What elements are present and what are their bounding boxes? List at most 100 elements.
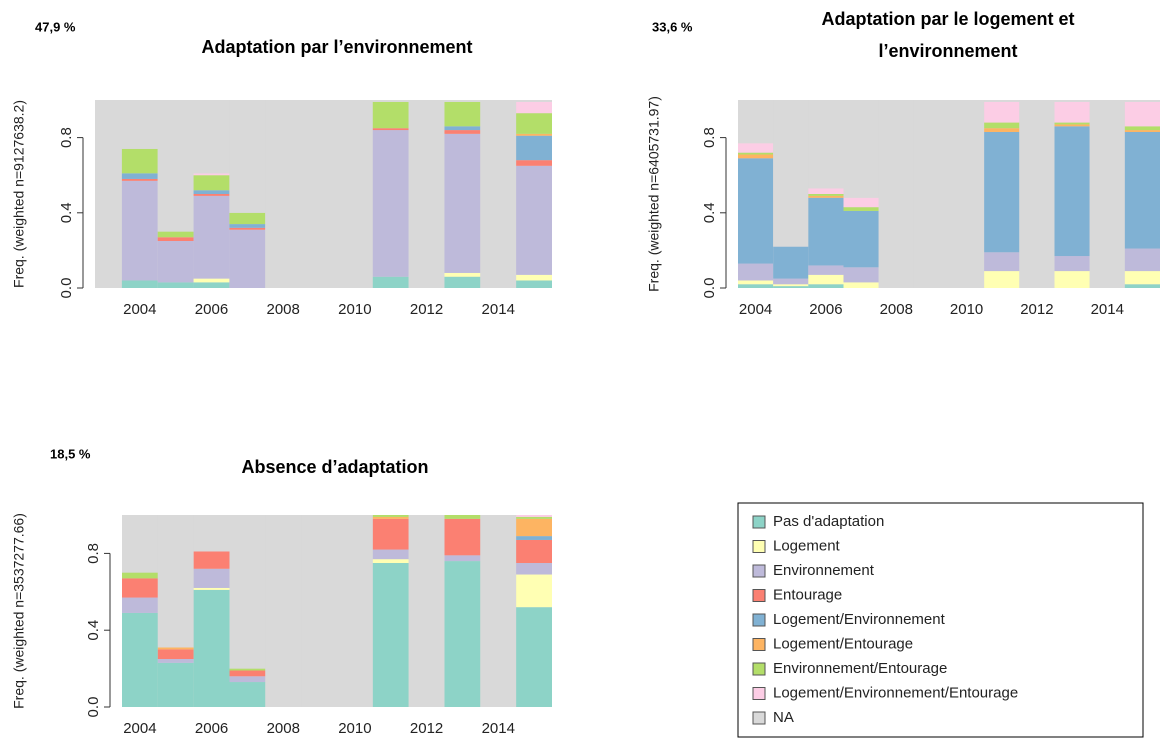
bar-segment xyxy=(193,568,230,588)
bar-segment xyxy=(808,100,844,189)
bar-segment xyxy=(157,649,194,659)
y-axis-label: Freq. (weighted n=3537277.66) xyxy=(11,513,27,709)
bar-segment xyxy=(372,518,409,550)
bar-segment xyxy=(843,100,879,198)
bar-segment xyxy=(121,100,158,149)
bar-segment xyxy=(808,195,844,198)
x-tick-label: 2010 xyxy=(338,720,371,737)
bar-segment xyxy=(1124,130,1160,132)
x-tick-label: 2006 xyxy=(809,301,842,318)
y-axis-label: Freq. (weighted n=9127638.2) xyxy=(11,100,27,288)
bar-segment xyxy=(444,555,481,562)
bar-segment xyxy=(773,284,809,287)
legend-label: Logement/Entourage xyxy=(773,635,913,652)
annotation: 47,9 % xyxy=(35,19,76,34)
bar-segment xyxy=(516,563,552,575)
bar-segment xyxy=(372,128,409,131)
bar-segment xyxy=(229,515,266,669)
legend-swatch xyxy=(752,662,766,676)
x-tick-label: 2004 xyxy=(739,301,772,318)
bar-segment xyxy=(516,165,552,275)
y-tick-label: 0.4 xyxy=(58,202,75,223)
bar-segment xyxy=(372,559,409,563)
legend-swatch xyxy=(752,687,766,700)
y-tick-label: 0.4 xyxy=(701,202,718,223)
bar-segment xyxy=(516,113,552,134)
x-tick-label: 2010 xyxy=(950,301,983,318)
bar-segment xyxy=(1124,100,1160,102)
bar-segment xyxy=(229,100,266,213)
bar-segment xyxy=(516,135,552,161)
y-tick-label: 0.4 xyxy=(85,620,102,641)
bar-segment xyxy=(408,100,445,288)
legend-swatch xyxy=(752,515,766,529)
bar-segment xyxy=(265,515,302,707)
legend-swatch xyxy=(752,564,766,578)
bar-segment xyxy=(773,246,809,279)
bar-segment xyxy=(372,276,409,288)
bar-segment xyxy=(193,278,230,283)
bar-segment xyxy=(516,160,552,166)
x-tick-label: 2014 xyxy=(482,720,515,737)
y-tick-label: 0.8 xyxy=(85,543,102,564)
bar-segment xyxy=(121,280,158,288)
bar-segment xyxy=(516,100,552,102)
bar-segment xyxy=(1124,271,1160,285)
legend-label: Environnement/Entourage xyxy=(773,660,947,677)
bar-segment xyxy=(265,100,302,288)
bar-segment xyxy=(773,278,809,285)
bar-segment xyxy=(773,286,809,288)
bar-segment xyxy=(229,682,266,707)
bar-segment xyxy=(480,515,517,707)
bar-segment xyxy=(193,100,230,174)
bar-segment xyxy=(157,100,194,232)
bar-segment xyxy=(193,515,230,552)
bar-segment xyxy=(1124,101,1160,127)
bar-segment xyxy=(808,194,844,196)
bar-segment xyxy=(738,280,774,285)
bar-segment xyxy=(738,143,774,153)
bar-segment xyxy=(1124,131,1160,249)
bar-segment xyxy=(444,126,481,131)
y-tick-label: 0.0 xyxy=(85,697,102,718)
bar-segment xyxy=(1054,271,1090,288)
bar-segment xyxy=(229,229,266,288)
legend-swatch xyxy=(752,711,766,725)
legend-label: Pas d'adaptation xyxy=(773,513,884,530)
bar-segment xyxy=(808,188,844,194)
bar-segment xyxy=(444,518,481,556)
y-tick-label: 0.0 xyxy=(58,278,75,299)
y-axis-label: Freq. (weighted n=6405731.97) xyxy=(646,96,662,292)
bar-segment xyxy=(808,284,844,288)
chart-title: Absence d’adaptation xyxy=(241,457,428,477)
legend-box xyxy=(737,502,1144,738)
legend-swatch xyxy=(752,540,766,553)
bar-segment xyxy=(193,195,230,279)
bar-segment xyxy=(229,670,266,677)
bar-segment xyxy=(193,194,230,196)
bar-segment xyxy=(516,101,552,114)
chart-title: Adaptation par l’environnement xyxy=(201,37,472,57)
x-tick-label: 2008 xyxy=(267,720,300,737)
legend-label: Logement/Environnement/Entourage xyxy=(773,684,1018,701)
bar-segment xyxy=(193,587,230,590)
bar-segment xyxy=(738,158,774,264)
bar-segment xyxy=(1054,256,1090,272)
bar-segment xyxy=(157,647,194,650)
bar-segment xyxy=(157,515,194,648)
bar-segment xyxy=(843,267,879,283)
bar-segment xyxy=(121,178,158,181)
bar-segment xyxy=(121,180,158,281)
bar-segment xyxy=(229,224,266,228)
bar-segment xyxy=(516,133,552,136)
bar-segment xyxy=(157,237,194,241)
bar-segment xyxy=(738,154,774,159)
bar-segment xyxy=(157,659,194,663)
bar-segment xyxy=(336,100,373,288)
bar-segment xyxy=(444,276,481,288)
bar-segment xyxy=(372,130,409,277)
x-tick-label: 2014 xyxy=(482,301,515,318)
bar-segment xyxy=(516,607,552,707)
bar-segment xyxy=(984,100,1020,102)
